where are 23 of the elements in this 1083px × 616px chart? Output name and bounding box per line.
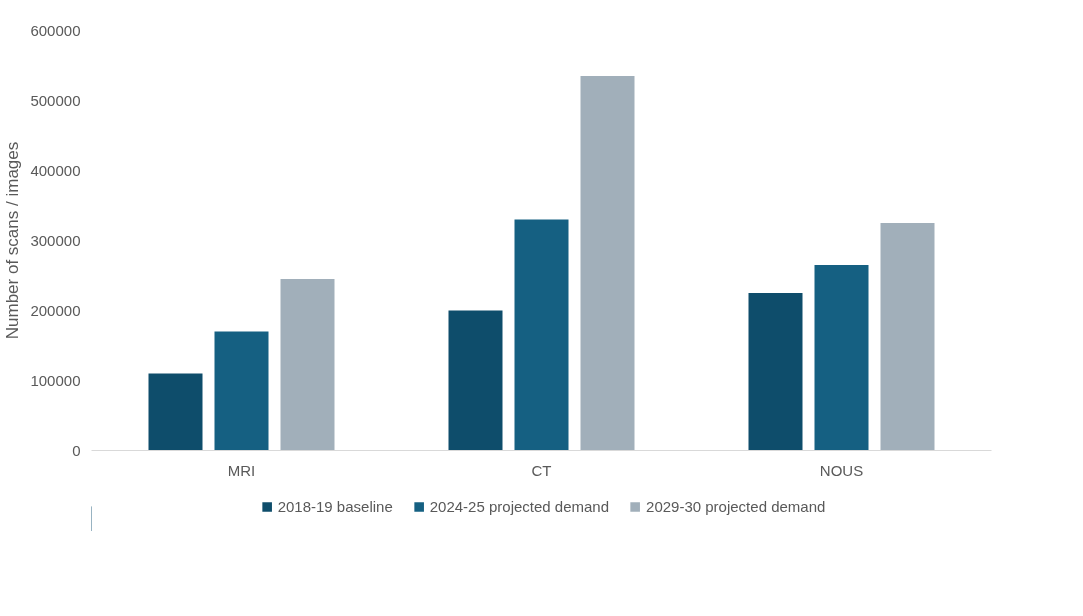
- legend-label: 2029-30 projected demand: [646, 497, 826, 515]
- bar: [580, 76, 635, 451]
- bar: [280, 279, 335, 451]
- y-tick-label: 400000: [30, 161, 81, 179]
- y-tick-label: 200000: [30, 301, 81, 319]
- y-tick-label: 100000: [30, 371, 81, 389]
- legend-label: 2024-25 projected demand: [429, 497, 610, 515]
- bar: [214, 331, 269, 451]
- y-tick-label: 0: [72, 441, 81, 459]
- x-tick-label: CT: [531, 461, 552, 479]
- x-tick-label: MRI: [227, 461, 256, 479]
- bar: [148, 373, 203, 451]
- x-tick-label: NOUS: [819, 461, 864, 479]
- legend-label: 2018-19 baseline: [277, 497, 393, 515]
- y-axis-title: Number of scans / images: [3, 141, 23, 340]
- y-tick-label: 600000: [30, 21, 81, 39]
- y-tick-label: 300000: [30, 231, 81, 249]
- bar: [814, 265, 869, 451]
- bar: [880, 223, 935, 451]
- bar: [448, 310, 503, 451]
- bar: [748, 293, 803, 451]
- bar: [514, 219, 569, 451]
- y-tick-label: 500000: [30, 91, 81, 109]
